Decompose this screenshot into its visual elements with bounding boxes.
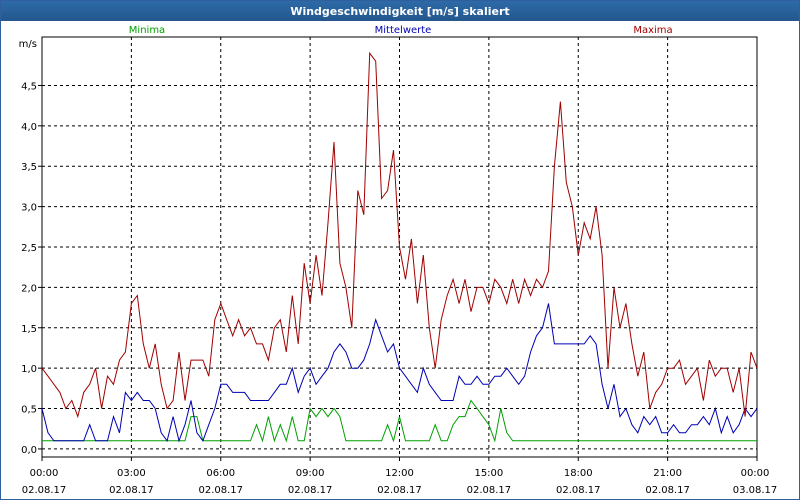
series-line-minima xyxy=(42,399,757,443)
x-tick-date: 02.08.17 xyxy=(22,485,67,496)
y-axis-label: m/s xyxy=(19,39,37,50)
x-tick-date: 02.08.17 xyxy=(109,485,154,496)
x-tick-time: 00:00 xyxy=(30,468,59,479)
legend: Minima Mittelwerte Maxima xyxy=(129,25,673,36)
legend-minima: Minima xyxy=(129,25,165,36)
x-tick-date: 02.08.17 xyxy=(198,485,243,496)
x-tick-time: 00:00 xyxy=(741,468,770,479)
x-tick-time: 03:00 xyxy=(117,468,146,479)
axes: 0,0 0,5 1,0 1,5 2,0 2,5 3,0 3,5 4,0 4,5 m/s 00:00 02… xyxy=(19,36,778,496)
series-line-maxima xyxy=(42,51,757,419)
y-tick-label: 1,0 xyxy=(21,364,37,375)
y-tick-label: 4,0 xyxy=(21,122,37,133)
grid xyxy=(42,37,757,457)
x-tick-date: 02.08.17 xyxy=(467,485,512,496)
y-tick-label: 0,0 xyxy=(21,445,37,456)
x-tick-date: 02.08.17 xyxy=(645,485,690,496)
legend-mittelwerte: Mittelwerte xyxy=(375,25,432,36)
y-tick-label: 3,0 xyxy=(21,203,37,214)
y-tick-label: 2,0 xyxy=(21,283,37,294)
series-layer xyxy=(42,51,757,443)
y-tick-label: 1,5 xyxy=(21,324,37,335)
x-tick-date: 02.08.17 xyxy=(377,485,422,496)
x-tick-time: 09:00 xyxy=(296,468,325,479)
window-title: Windgeschwindigkeit [m/s] skaliert xyxy=(1,1,799,21)
x-tick-time: 15:00 xyxy=(474,468,503,479)
legend-maxima: Maxima xyxy=(633,25,672,36)
x-tick-time: 06:00 xyxy=(206,468,235,479)
x-tick-date: 02.08.17 xyxy=(556,485,601,496)
x-tick-date: 03.08.17 xyxy=(733,485,778,496)
y-tick-label: 4,5 xyxy=(21,81,37,92)
series-line-mittelwerte xyxy=(42,303,757,443)
x-tick-time: 12:00 xyxy=(385,468,414,479)
x-tick-time: 18:00 xyxy=(564,468,593,479)
x-tick-time: 21:00 xyxy=(653,468,682,479)
y-tick-label: 0,5 xyxy=(21,405,37,416)
y-tick-label: 3,5 xyxy=(21,162,37,173)
y-tick-label: 2,5 xyxy=(21,243,37,254)
x-tick-date: 02.08.17 xyxy=(288,485,333,496)
